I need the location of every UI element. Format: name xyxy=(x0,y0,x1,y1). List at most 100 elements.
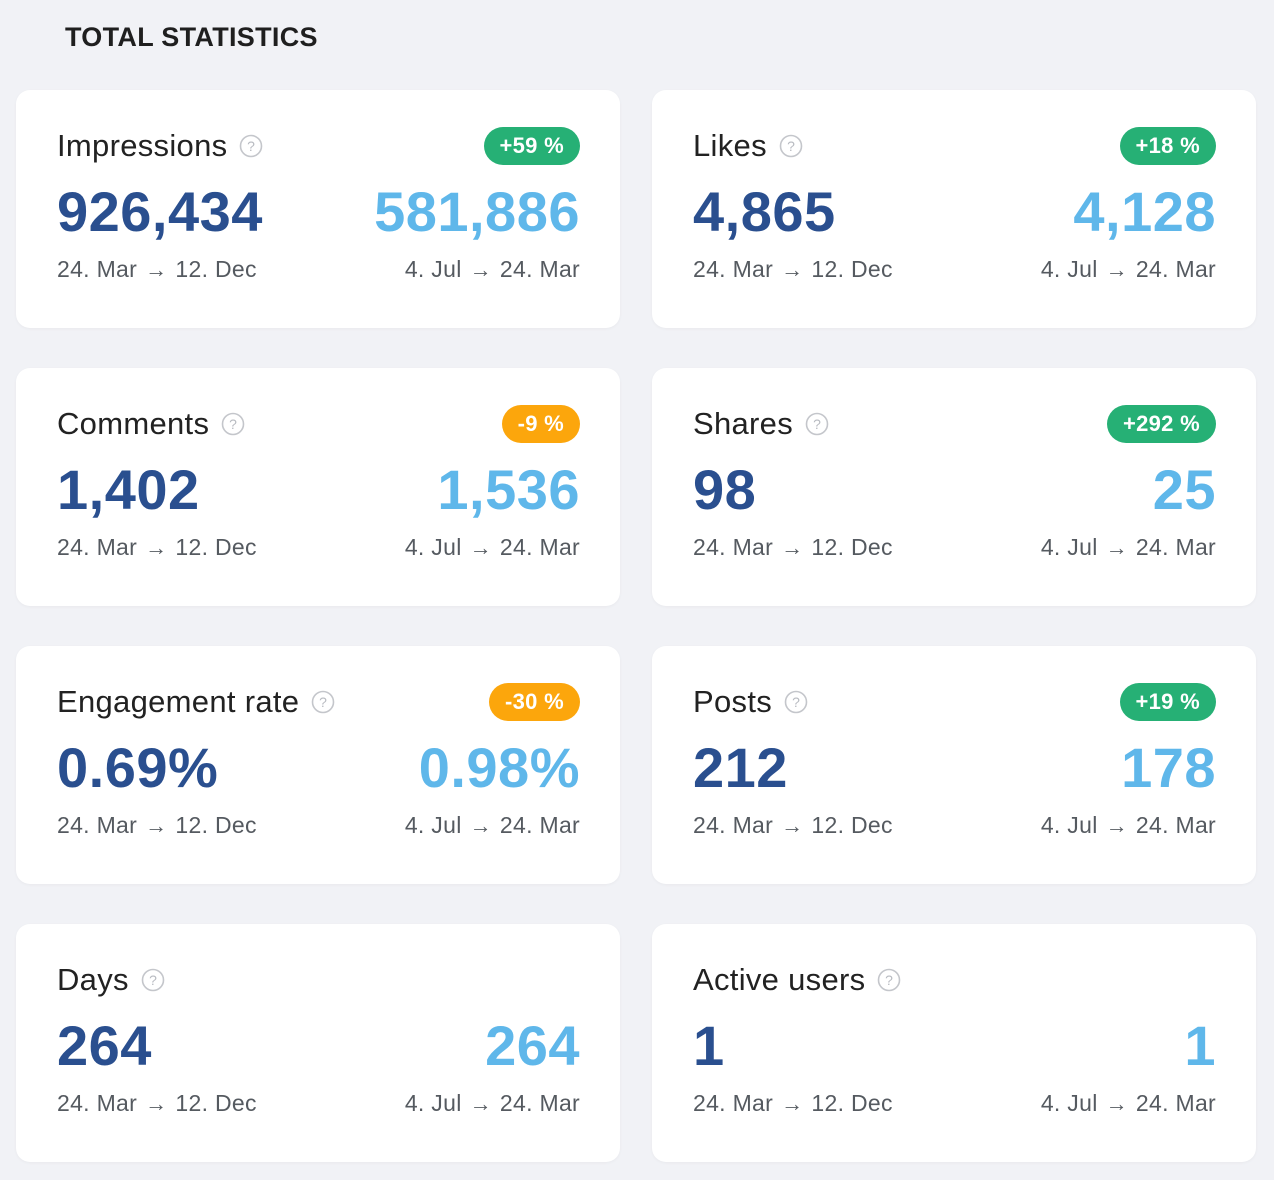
stat-card-impressions: Impressions ? +59 % 926,434 581,886 24. … xyxy=(16,90,620,328)
current-range: 24. Mar → 12. Dec xyxy=(693,812,893,839)
change-badge: -30 % xyxy=(489,683,580,721)
arrow-right-icon: → xyxy=(145,534,168,560)
previous-end: 24. Mar xyxy=(499,256,580,282)
card-title: Days xyxy=(57,962,129,997)
current-value: 926,434 xyxy=(57,179,263,243)
stat-card-days: Days ? 264 264 24. Mar → 12. Dec 4. Jul → 24… xyxy=(16,924,620,1162)
card-title-wrap: Likes ? xyxy=(693,128,803,164)
change-badge: +19 % xyxy=(1119,683,1216,721)
svg-text:?: ? xyxy=(229,416,237,432)
card-header: Posts ? +19 % xyxy=(693,680,1216,724)
question-circle-icon[interactable]: ? xyxy=(779,134,803,158)
current-start: 24. Mar xyxy=(57,256,138,282)
card-title: Impressions xyxy=(57,128,228,163)
previous-value: 581,886 xyxy=(374,179,580,243)
previous-value: 4,128 xyxy=(1073,179,1216,243)
previous-end: 24. Mar xyxy=(499,1090,580,1116)
card-header: Impressions ? +59 % xyxy=(57,124,580,168)
card-title: Active users xyxy=(693,962,866,997)
current-range: 24. Mar → 12. Dec xyxy=(693,534,893,561)
values-row: 4,865 4,128 xyxy=(693,178,1216,244)
current-range: 24. Mar → 12. Dec xyxy=(57,256,257,283)
previous-start: 4. Jul xyxy=(1040,256,1098,282)
question-circle-icon[interactable]: ? xyxy=(311,690,335,714)
previous-value: 264 xyxy=(485,1013,580,1077)
question-circle-icon[interactable]: ? xyxy=(805,412,829,436)
current-start: 24. Mar xyxy=(57,812,138,838)
arrow-right-icon: → xyxy=(781,812,804,838)
card-header: Active users ? xyxy=(693,958,1216,1002)
current-range: 24. Mar → 12. Dec xyxy=(57,1090,257,1117)
values-row: 926,434 581,886 xyxy=(57,178,580,244)
stat-card-comments: Comments ? -9 % 1,402 1,536 24. Mar → 12. … xyxy=(16,368,620,606)
dates-row: 24. Mar → 12. Dec 4. Jul → 24. Mar xyxy=(57,256,580,283)
card-title: Shares xyxy=(693,406,794,441)
current-end: 12. Dec xyxy=(175,534,257,560)
previous-end: 24. Mar xyxy=(1135,256,1216,282)
previous-start: 4. Jul xyxy=(1040,534,1098,560)
current-end: 12. Dec xyxy=(811,256,893,282)
card-title: Likes xyxy=(693,128,767,163)
question-circle-icon[interactable]: ? xyxy=(784,690,808,714)
current-value: 4,865 xyxy=(693,179,836,243)
card-title-wrap: Impressions ? xyxy=(57,128,263,164)
previous-end: 24. Mar xyxy=(1135,812,1216,838)
previous-start: 4. Jul xyxy=(404,534,462,560)
previous-start: 4. Jul xyxy=(1040,812,1098,838)
current-end: 12. Dec xyxy=(811,812,893,838)
previous-start: 4. Jul xyxy=(1040,1090,1098,1116)
arrow-right-icon: → xyxy=(145,256,168,282)
values-row: 264 264 xyxy=(57,1012,580,1078)
stat-card-likes: Likes ? +18 % 4,865 4,128 24. Mar → 12. De… xyxy=(652,90,1256,328)
card-title: Engagement rate xyxy=(57,684,300,719)
current-end: 12. Dec xyxy=(175,256,257,282)
arrow-right-icon: → xyxy=(469,534,492,560)
current-end: 12. Dec xyxy=(175,812,257,838)
dates-row: 24. Mar → 12. Dec 4. Jul → 24. Mar xyxy=(57,1090,580,1117)
svg-text:?: ? xyxy=(787,138,795,154)
current-value: 1 xyxy=(693,1013,725,1077)
previous-end: 24. Mar xyxy=(499,534,580,560)
dates-row: 24. Mar → 12. Dec 4. Jul → 24. Mar xyxy=(693,812,1216,839)
current-start: 24. Mar xyxy=(693,256,774,282)
values-row: 1,402 1,536 xyxy=(57,456,580,522)
svg-text:?: ? xyxy=(886,972,894,988)
question-circle-icon[interactable]: ? xyxy=(877,968,901,992)
card-title-wrap: Posts ? xyxy=(693,684,808,720)
arrow-right-icon: → xyxy=(1105,812,1128,838)
svg-text:?: ? xyxy=(813,416,821,432)
previous-start: 4. Jul xyxy=(404,1090,462,1116)
arrow-right-icon: → xyxy=(781,534,804,560)
change-badge: +292 % xyxy=(1106,405,1216,443)
stat-card-shares: Shares ? +292 % 98 25 24. Mar → 12. Dec 4.… xyxy=(652,368,1256,606)
question-circle-icon[interactable]: ? xyxy=(221,412,245,436)
previous-range: 4. Jul → 24. Mar xyxy=(405,256,580,283)
svg-text:?: ? xyxy=(248,138,256,154)
svg-text:?: ? xyxy=(149,972,157,988)
arrow-right-icon: → xyxy=(1105,534,1128,560)
current-start: 24. Mar xyxy=(57,534,138,560)
arrow-right-icon: → xyxy=(1105,1090,1128,1116)
change-badge: +18 % xyxy=(1119,127,1216,165)
arrow-right-icon: → xyxy=(145,1090,168,1116)
question-circle-icon[interactable]: ? xyxy=(239,134,263,158)
previous-end: 24. Mar xyxy=(1135,1090,1216,1116)
change-badge: +59 % xyxy=(483,127,580,165)
arrow-right-icon: → xyxy=(1105,256,1128,282)
question-circle-icon[interactable]: ? xyxy=(141,968,165,992)
card-title-wrap: Engagement rate ? xyxy=(57,684,335,720)
card-title-wrap: Days ? xyxy=(57,962,165,998)
previous-value: 25 xyxy=(1152,457,1216,521)
values-row: 0.69% 0.98% xyxy=(57,734,580,800)
previous-value: 0.98% xyxy=(418,735,580,799)
current-end: 12. Dec xyxy=(175,1090,257,1116)
dates-row: 24. Mar → 12. Dec 4. Jul → 24. Mar xyxy=(693,534,1216,561)
previous-value: 178 xyxy=(1121,735,1216,799)
card-header: Likes ? +18 % xyxy=(693,124,1216,168)
dates-row: 24. Mar → 12. Dec 4. Jul → 24. Mar xyxy=(57,534,580,561)
dates-row: 24. Mar → 12. Dec 4. Jul → 24. Mar xyxy=(693,1090,1216,1117)
current-end: 12. Dec xyxy=(811,534,893,560)
previous-range: 4. Jul → 24. Mar xyxy=(1041,1090,1216,1117)
current-range: 24. Mar → 12. Dec xyxy=(693,1090,893,1117)
current-start: 24. Mar xyxy=(693,812,774,838)
